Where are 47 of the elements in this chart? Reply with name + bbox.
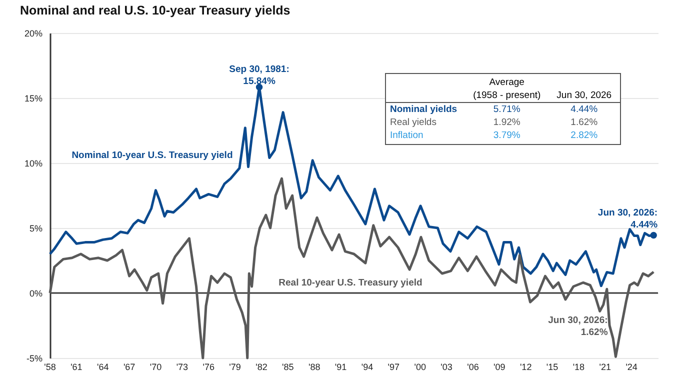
annotation: Average	[489, 77, 524, 88]
annotation: 3.79%	[492, 129, 522, 143]
annotation: Jun 30, 2026: 4.44%	[598, 207, 658, 230]
x-tick-label: '94	[361, 362, 374, 372]
y-tick-label: 15%	[24, 94, 42, 104]
y-tick-label: 20%	[24, 28, 42, 38]
y-tick-label: -5%	[26, 354, 42, 364]
annotation: Real yields	[389, 116, 438, 129]
chart-title: Nominal and real U.S. 10-year Treasury yields	[20, 4, 290, 18]
y-tick-label: 0%	[29, 288, 42, 298]
y-tick-label: 10%	[24, 158, 42, 168]
x-tick-label: '18	[572, 362, 585, 372]
x-tick-label: '79	[229, 362, 241, 372]
x-tick-label: '64	[97, 362, 109, 372]
annotation: Jun 30, 2026: 1.62%	[548, 315, 608, 338]
x-tick-label: '12	[520, 362, 532, 372]
x-tick-label: '91	[334, 362, 347, 372]
x-tick-label: '00	[414, 362, 426, 372]
annotation: Sep 30, 1981: 15.84%	[229, 64, 290, 88]
x-tick-label: '61	[70, 362, 82, 372]
x-tick-label: '82	[256, 362, 268, 372]
x-tick-label: '21	[599, 362, 611, 372]
series-label: Real 10-year U.S. Treasury yield	[278, 278, 422, 289]
y-tick-label: 5%	[29, 224, 42, 234]
x-tick-label: '09	[494, 362, 506, 372]
x-tick-label: '73	[176, 362, 188, 372]
annotation: 5.71%	[492, 103, 522, 116]
annotation: 1.62%	[570, 116, 599, 129]
x-tick-label: '03	[440, 362, 452, 372]
x-tick-label: '06	[467, 362, 479, 372]
series-label: Nominal 10-year U.S. Treasury yield	[72, 150, 233, 162]
x-tick-label: '88	[308, 362, 320, 372]
x-tick-label: '97	[388, 362, 400, 372]
annotation: Inflation	[389, 129, 424, 143]
x-tick-label: '70	[150, 362, 162, 372]
x-tick-label: '67	[123, 362, 136, 372]
x-tick-label: '24	[626, 362, 638, 372]
annotation: (1958 - present)	[473, 90, 541, 101]
x-tick-label: '76	[202, 362, 214, 372]
x-tick-label: '85	[282, 362, 294, 372]
x-tick-label: '15	[546, 362, 558, 372]
annotation: Nominal yields	[389, 103, 458, 116]
annotation: 2.82%	[570, 129, 599, 143]
annotation: 4.44%	[570, 103, 599, 116]
annotation: Jun 30, 2026	[548, 74, 620, 102]
annotation: 1.92%	[492, 116, 522, 129]
x-tick-label: '58	[44, 362, 56, 372]
